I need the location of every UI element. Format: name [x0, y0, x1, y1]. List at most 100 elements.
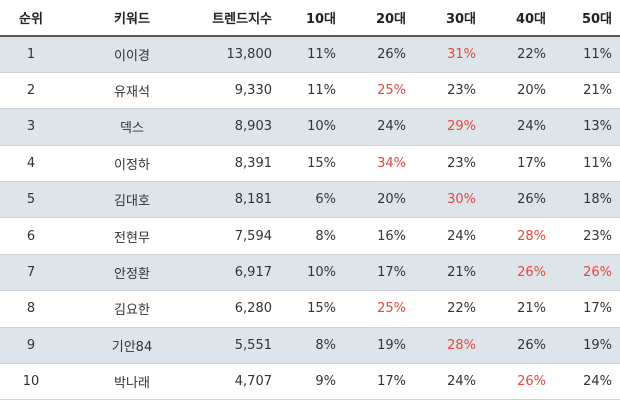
- cell-trend-index: 9,330: [234, 83, 272, 99]
- cell-age-30s: 29%: [447, 119, 476, 135]
- cell-age-50s: 13%: [583, 119, 612, 135]
- cell-age-10s: 10%: [307, 265, 336, 281]
- cell-age-50s: 11%: [583, 46, 612, 62]
- table-row: 3 덱스 8,903 10% 24% 29% 24% 13%: [0, 108, 620, 146]
- cell-keyword: 유재석: [114, 85, 150, 101]
- cell-age-20s: 19%: [377, 337, 406, 353]
- cell-age-20s: 20%: [377, 192, 406, 208]
- cell-age-10s: 15%: [307, 155, 336, 171]
- cell-age-10s: 15%: [307, 301, 336, 317]
- cell-age-20s: 17%: [377, 265, 406, 281]
- cell-age-30s: 30%: [447, 192, 476, 208]
- cell-age-10s: 6%: [315, 192, 336, 208]
- header-rank: 순위: [19, 12, 43, 27]
- cell-age-30s: 28%: [447, 337, 476, 353]
- cell-age-10s: 8%: [315, 337, 336, 353]
- table-header: 순위 키워드 트렌드지수 10대 20대 30대 40대 50대: [0, 0, 620, 36]
- cell-age-20s: 24%: [377, 119, 406, 135]
- cell-trend-index: 13,800: [226, 46, 273, 62]
- cell-age-10s: 9%: [315, 374, 336, 390]
- cell-age-10s: 11%: [307, 46, 336, 62]
- header-keyword: 키워드: [114, 12, 150, 27]
- header-age-40s: 40대: [515, 12, 546, 27]
- cell-rank: 1: [26, 46, 36, 62]
- cell-age-40s: 24%: [517, 119, 546, 135]
- cell-keyword: 전현무: [114, 230, 150, 246]
- cell-age-50s: 23%: [583, 228, 612, 244]
- header-age-10s: 10대: [305, 12, 336, 27]
- cell-rank: 7: [26, 265, 36, 281]
- cell-keyword: 이정하: [114, 157, 150, 173]
- table-row: 4 이정하 8,391 15% 34% 23% 17% 11%: [0, 145, 620, 182]
- cell-age-30s: 24%: [447, 228, 476, 244]
- cell-age-10s: 8%: [315, 228, 336, 244]
- cell-age-50s: 21%: [583, 83, 612, 99]
- cell-rank: 10: [22, 374, 40, 390]
- cell-rank: 6: [26, 228, 36, 244]
- cell-age-50s: 17%: [583, 301, 612, 317]
- header-trend-index: 트렌드지수: [212, 12, 272, 27]
- cell-age-10s: 10%: [307, 119, 336, 135]
- table-row: 6 전현무 7,594 8% 16% 24% 28% 23%: [0, 218, 620, 255]
- cell-trend-index: 6,280: [234, 301, 272, 317]
- cell-keyword: 이이경: [114, 48, 150, 64]
- table-row: 1 이이경 13,800 11% 26% 31% 22% 11%: [0, 36, 620, 73]
- header-row: 순위 키워드 트렌드지수 10대 20대 30대 40대 50대: [0, 0, 620, 36]
- header-age-30s: 30대: [445, 12, 476, 27]
- cell-age-30s: 24%: [447, 374, 476, 390]
- header-age-20s: 20대: [375, 12, 406, 27]
- cell-trend-index: 8,903: [234, 119, 272, 135]
- cell-age-30s: 23%: [447, 83, 476, 99]
- cell-rank: 3: [26, 119, 36, 135]
- cell-age-20s: 17%: [377, 374, 406, 390]
- cell-keyword: 안정환: [114, 267, 150, 283]
- cell-trend-index: 4,707: [234, 374, 272, 390]
- cell-age-20s: 25%: [377, 83, 406, 99]
- cell-age-40s: 26%: [517, 374, 546, 390]
- table-row: 10 박나래 4,707 9% 17% 24% 26% 24%: [0, 364, 620, 400]
- cell-keyword: 박나래: [114, 376, 150, 392]
- table-row: 2 유재석 9,330 11% 25% 23% 20% 21%: [0, 72, 620, 109]
- cell-age-30s: 23%: [447, 155, 476, 171]
- cell-rank: 2: [26, 83, 36, 99]
- cell-keyword: 김대호: [114, 194, 150, 210]
- cell-keyword: 김요한: [114, 303, 150, 319]
- cell-age-30s: 31%: [447, 46, 476, 62]
- cell-keyword: 기안84: [111, 339, 153, 355]
- cell-age-50s: 26%: [583, 265, 612, 281]
- table-body: 1 이이경 13,800 11% 26% 31% 22% 11% 2 유재석 9…: [0, 36, 620, 400]
- cell-keyword: 덱스: [120, 121, 144, 137]
- cell-age-20s: 16%: [377, 228, 406, 244]
- cell-age-50s: 18%: [583, 192, 612, 208]
- cell-rank: 5: [26, 192, 36, 208]
- cell-age-40s: 17%: [517, 155, 546, 171]
- cell-age-50s: 19%: [583, 337, 612, 353]
- cell-age-30s: 22%: [447, 301, 476, 317]
- cell-age-40s: 20%: [517, 83, 546, 99]
- table-row: 7 안정환 6,917 10% 17% 21% 26% 26%: [0, 254, 620, 291]
- cell-age-20s: 25%: [377, 301, 406, 317]
- cell-rank: 4: [26, 155, 36, 171]
- cell-age-20s: 34%: [377, 155, 406, 171]
- table-row: 9 기안84 5,551 8% 19% 28% 26% 19%: [0, 327, 620, 364]
- cell-trend-index: 8,391: [234, 155, 272, 171]
- cell-age-40s: 26%: [517, 337, 546, 353]
- table-row: 5 김대호 8,181 6% 20% 30% 26% 18%: [0, 181, 620, 218]
- cell-trend-index: 7,594: [234, 228, 272, 244]
- cell-age-40s: 26%: [517, 192, 546, 208]
- header-age-50s: 50대: [581, 12, 612, 27]
- cell-age-50s: 24%: [583, 374, 612, 390]
- cell-age-40s: 22%: [517, 46, 546, 62]
- cell-trend-index: 5,551: [234, 337, 272, 353]
- cell-age-50s: 11%: [583, 155, 612, 171]
- cell-age-40s: 26%: [517, 265, 546, 281]
- cell-age-40s: 28%: [517, 228, 546, 244]
- cell-age-30s: 21%: [447, 265, 476, 281]
- table-row: 8 김요한 6,280 15% 25% 22% 21% 17%: [0, 291, 620, 328]
- cell-age-10s: 11%: [307, 83, 336, 99]
- cell-age-40s: 21%: [517, 301, 546, 317]
- cell-rank: 9: [26, 337, 36, 353]
- cell-rank: 8: [26, 301, 36, 317]
- cell-age-20s: 26%: [377, 46, 406, 62]
